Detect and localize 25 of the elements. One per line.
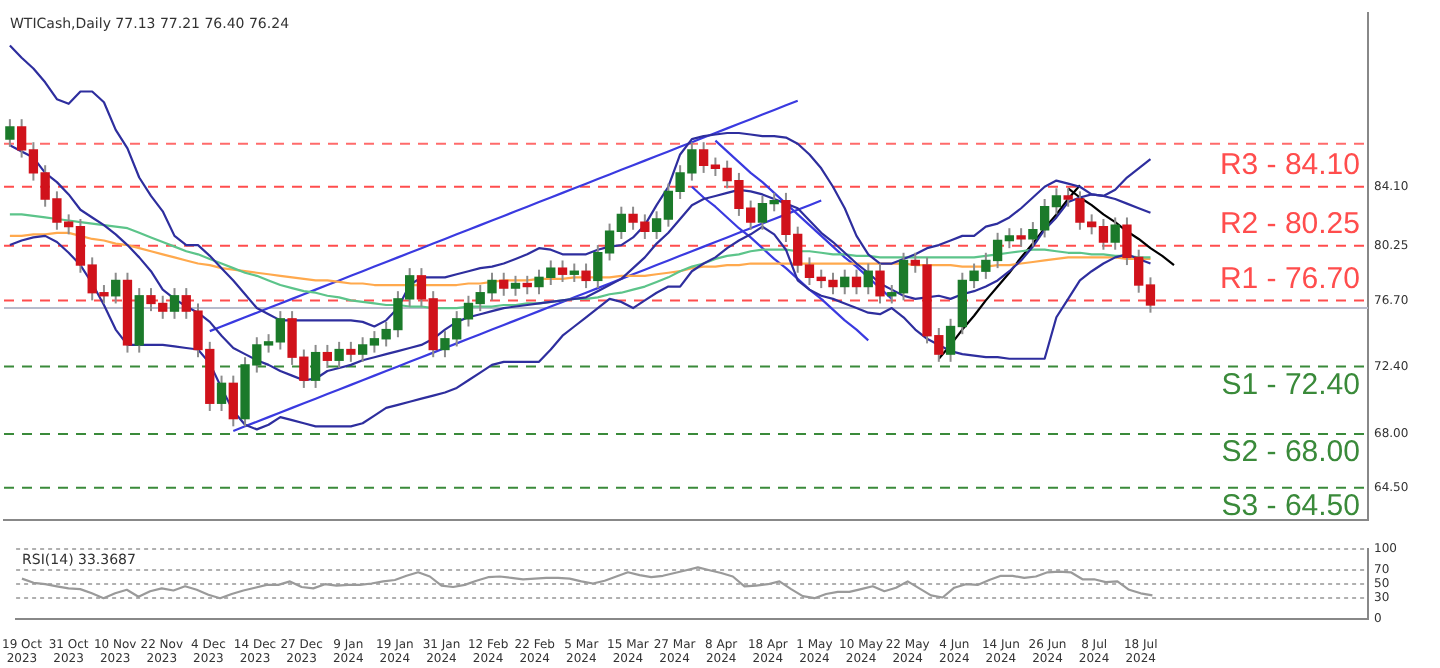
candlestick xyxy=(322,343,333,369)
candlestick xyxy=(840,268,850,296)
candlestick xyxy=(510,274,521,297)
candlestick xyxy=(1110,216,1120,251)
candlestick xyxy=(851,268,862,296)
ref-line-label: S3 - 64.50 xyxy=(1221,489,1360,524)
candlestick xyxy=(169,287,180,320)
candlestick xyxy=(557,259,568,283)
candlestick xyxy=(499,271,509,297)
candlestick xyxy=(346,340,356,363)
ref-line-label: R2 - 80.25 xyxy=(1219,207,1360,242)
candlestick xyxy=(310,343,321,389)
ref-line-label: R1 - 76.70 xyxy=(1219,261,1360,296)
candlestick xyxy=(111,271,121,305)
ref-line-label: S2 - 68.00 xyxy=(1221,435,1360,470)
ref-line-label: S1 - 72.40 xyxy=(1221,367,1360,402)
candlestick xyxy=(228,374,238,428)
candlestick xyxy=(863,262,873,296)
candlestick xyxy=(1016,227,1026,248)
ref-line-label: R3 - 84.10 xyxy=(1219,148,1360,183)
candlestick xyxy=(334,340,344,369)
candlestick xyxy=(216,374,227,412)
candlestick xyxy=(581,262,591,290)
candlestick xyxy=(875,262,885,305)
candlestick xyxy=(5,118,15,148)
